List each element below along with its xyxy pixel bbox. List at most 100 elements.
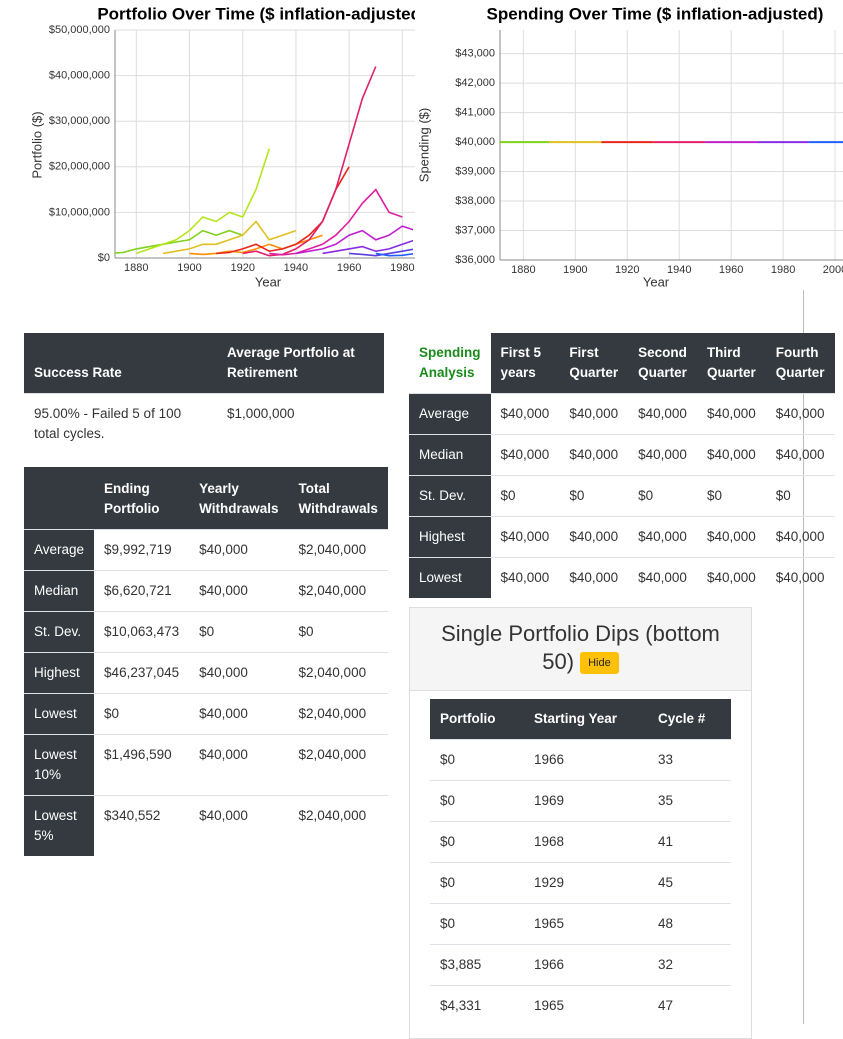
cell: $0: [430, 780, 524, 822]
row: $3,885 1966 32: [430, 944, 731, 986]
cell: 95.00% - Failed 5 of 100 total cycles.: [24, 393, 217, 454]
dips-panel: Single Portfolio Dips (bottom 50) Hide Por…: [409, 607, 752, 1039]
row: $0 1965 48: [430, 903, 731, 945]
cell: $0: [490, 475, 560, 517]
y-tick-label: $36,000: [455, 254, 495, 266]
cell: $40,000: [696, 393, 766, 435]
row: Lowest 10% $1,496,590 $40,000 $2,040,000: [24, 734, 388, 796]
corner-cell: Spending Analysis: [409, 333, 491, 394]
header-cell: First 5 years: [490, 333, 560, 394]
row: $4,331 1965 47: [430, 985, 731, 1026]
y-axis-label: Portfolio ($): [29, 111, 44, 178]
series-group: [115, 66, 413, 257]
chart-title: Portfolio Over Time ($ inflation-adjuste…: [97, 4, 415, 23]
cell: $340,552: [94, 795, 190, 856]
cell: $0: [430, 821, 524, 863]
y-tick-label: $50,000,000: [49, 24, 110, 36]
header-cell: Starting Year: [524, 699, 648, 740]
cell: 1966: [524, 739, 648, 781]
cell: $40,000: [559, 393, 629, 435]
cell: $0: [559, 475, 629, 517]
chart-title: Spending Over Time ($ inflation-adjusted…: [487, 4, 824, 23]
row: $0 1929 45: [430, 862, 731, 904]
row: Lowest $40,000 $40,000 $40,000 $40,000 $40,00…: [409, 557, 835, 598]
y-tick-label: $38,000: [455, 195, 495, 207]
y-tick-label: $0: [98, 252, 110, 264]
row-header: Median: [24, 570, 95, 612]
y-tick-label: $30,000,000: [49, 115, 110, 127]
x-tick-label: 1940: [284, 262, 308, 274]
cell: $40,000: [490, 516, 560, 558]
cell: $40,000: [559, 516, 629, 558]
cell: $1,496,590: [94, 734, 190, 796]
cell: 1968: [524, 821, 648, 863]
header-row: Ending Portfolio Yearly Withdrawals Total …: [24, 467, 388, 530]
cell: $2,040,000: [288, 693, 388, 735]
x-tick-label: 1960: [337, 262, 361, 274]
cell: $2,040,000: [288, 570, 388, 612]
cell: $40,000: [628, 516, 697, 558]
cell: 35: [648, 780, 731, 822]
table: Success Rate Average Portfolio at Retirem…: [24, 333, 384, 454]
row: Lowest 5% $340,552 $40,000 $2,040,000: [24, 795, 388, 856]
cell: 33: [648, 739, 731, 781]
cell: $40,000: [189, 652, 289, 694]
y-axis-label: Spending ($): [416, 108, 431, 182]
cell: $40,000: [559, 557, 629, 598]
row: Median $40,000 $40,000 $40,000 $40,000 $40,00…: [409, 434, 835, 476]
cell: $0: [628, 475, 697, 517]
cell: 48: [648, 903, 731, 945]
cell: $2,040,000: [288, 652, 388, 694]
cell: $0: [430, 739, 524, 781]
row: $0 1966 33: [430, 739, 731, 781]
series-line: [162, 220, 297, 255]
cell: $2,040,000: [288, 529, 388, 571]
row-header: Highest: [24, 652, 95, 694]
y-tick-label: $41,000: [455, 106, 495, 118]
cell: $40,000: [628, 434, 697, 476]
x-tick-label: 1920: [230, 262, 254, 274]
cell: $40,000: [189, 570, 289, 612]
series-line: [242, 66, 377, 257]
row: 95.00% - Failed 5 of 100 total cycles. $1…: [24, 393, 384, 454]
cell: $40,000: [765, 434, 835, 476]
row: St. Dev. $0 $0 $0 $0 $0: [409, 475, 835, 517]
header-cell: Portfolio: [430, 699, 524, 740]
x-tick-label: 1940: [667, 264, 691, 276]
cell: 45: [648, 862, 731, 904]
y-tick-label: $43,000: [455, 47, 495, 59]
cell: $1,000,000: [217, 393, 384, 454]
cell: $3,885: [430, 944, 524, 986]
hide-button[interactable]: Hide: [580, 652, 619, 675]
header-cell: Yearly Withdrawals: [189, 467, 289, 530]
cell: 32: [648, 944, 731, 986]
cell: $9,992,719: [94, 529, 190, 571]
cell: $40,000: [189, 734, 289, 796]
portfolio-chart: $0 $10,000,000 $20,000,000 $30,000,000 $40,0…: [29, 4, 415, 289]
x-tick-label: 1900: [563, 264, 587, 276]
row-header: Lowest 5%: [24, 795, 95, 856]
x-tick-label: 1980: [771, 264, 795, 276]
cell: $4,331: [430, 985, 524, 1026]
y-tick-label: $37,000: [455, 224, 495, 236]
cell: $0: [288, 611, 388, 653]
cell: $40,000: [559, 434, 629, 476]
series-line: [269, 188, 403, 256]
row-header: Highest: [409, 516, 491, 558]
row-header: Average: [409, 393, 491, 435]
y-tick-label: $10,000,000: [49, 206, 110, 218]
row: Average $9,992,719 $40,000 $2,040,000: [24, 529, 388, 571]
series-line: [295, 225, 413, 255]
row: Median $6,620,721 $40,000 $2,040,000: [24, 570, 388, 612]
row: Highest $46,237,045 $40,000 $2,040,000: [24, 652, 388, 694]
spending-chart: $36,000 $37,000 $38,000 $39,000 $40,000 $41,0…: [416, 4, 843, 289]
x-tick-label: 1900: [177, 262, 201, 274]
row-header: St. Dev.: [409, 475, 491, 517]
row: Highest $40,000 $40,000 $40,000 $40,000 $40,0…: [409, 516, 835, 558]
cell: $40,000: [490, 393, 560, 435]
cell: $40,000: [490, 434, 560, 476]
cell: $40,000: [490, 557, 560, 598]
row-header: Lowest 10%: [24, 734, 95, 796]
header-cell: Cycle #: [648, 699, 731, 740]
cell: 1966: [524, 944, 648, 986]
